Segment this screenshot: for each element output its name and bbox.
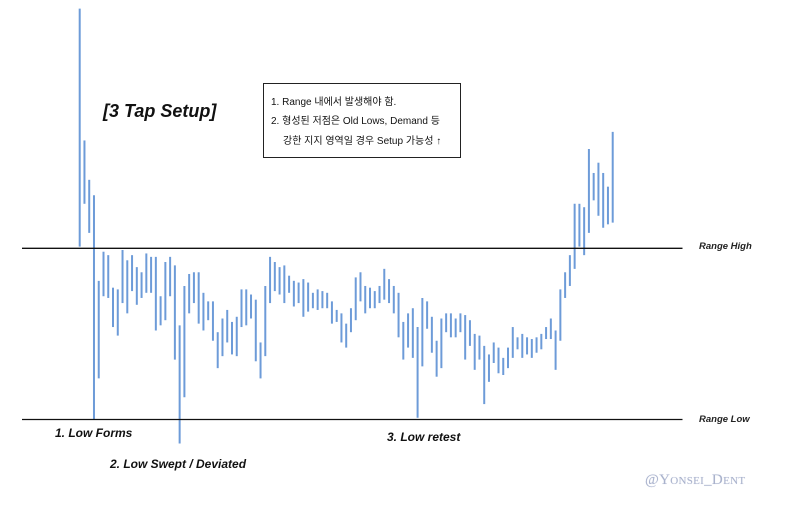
note-line-1: 1. Range 내에서 발생해야 함. bbox=[271, 97, 397, 108]
range-high-label: Range High bbox=[699, 241, 752, 252]
annotation-low-swept: 2. Low Swept / Deviated bbox=[110, 457, 247, 471]
watermark: @Yonsei_Dent bbox=[645, 472, 746, 488]
annotation-low-retest: 3. Low retest bbox=[387, 430, 461, 444]
price-bars bbox=[78, 8, 614, 444]
range-levels bbox=[22, 247, 683, 421]
chart-title: [3 Tap Setup] bbox=[103, 101, 217, 121]
notes-box: 1. Range 내에서 발생해야 함. 2. 형성된 저점은 Old Lows… bbox=[263, 83, 461, 158]
note-line-3: 강한 지지 영역일 경우 Setup 가능성 ↑ bbox=[283, 136, 442, 147]
annotation-low-forms: 1. Low Forms bbox=[55, 426, 133, 440]
range-low-label: Range Low bbox=[699, 414, 750, 425]
note-line-2: 2. 형성된 저점은 Old Lows, Demand 등 bbox=[271, 116, 440, 127]
